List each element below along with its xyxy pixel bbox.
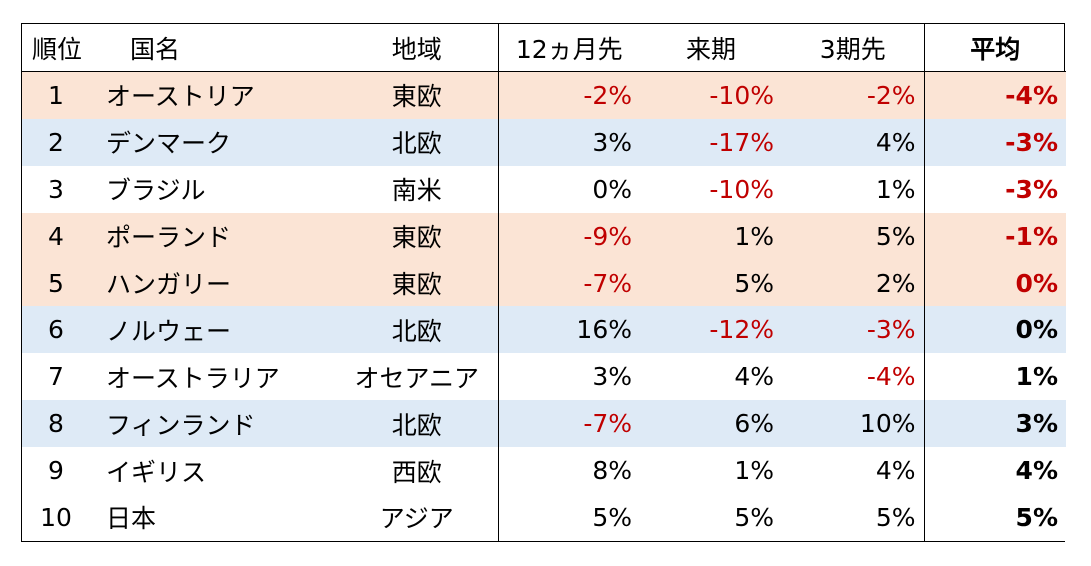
header-name: 国名 [104, 24, 336, 72]
cell-next-term: -17% [640, 118, 782, 166]
cell-rank: 4 [22, 212, 104, 260]
cell-rank: 10 [22, 494, 104, 541]
cell-rank: 3 [22, 165, 104, 213]
cell-next-term: 1% [640, 447, 782, 495]
cell-rank: 2 [22, 118, 104, 166]
table-row: 9 イギリス 西欧 8% 1% 4% 4% [22, 447, 1066, 495]
cell-3-terms: -4% [782, 353, 925, 401]
header-next-term: 来期 [640, 24, 782, 72]
header-average: 平均 [924, 24, 1066, 72]
cell-country: デンマーク [104, 118, 336, 166]
cell-next-term: 5% [640, 494, 782, 541]
cell-next-term: -10% [640, 71, 782, 119]
cell-region: 北欧 [336, 306, 499, 354]
cell-12-months: -2% [498, 71, 640, 119]
cell-next-term: 6% [640, 400, 782, 448]
ranking-table: 順位 国名 地域 12ヵ月先 来期 3期先 平均 1 オーストリア 東欧 -2% -10… [22, 24, 1066, 541]
table-row: 3 ブラジル 南米 0% -10% 1% -3% [22, 165, 1066, 213]
cell-country: 日本 [104, 494, 336, 541]
cell-12-months: 3% [498, 118, 640, 166]
table-row: 7 オーストラリア オセアニア 3% 4% -4% 1% [22, 353, 1066, 401]
cell-average: -1% [924, 212, 1066, 260]
cell-average: 4% [924, 447, 1066, 495]
cell-3-terms: -3% [782, 306, 925, 354]
cell-rank: 5 [22, 259, 104, 307]
cell-12-months: 16% [498, 306, 640, 354]
ranking-table-frame: 順位 国名 地域 12ヵ月先 来期 3期先 平均 1 オーストリア 東欧 -2% -10… [21, 23, 1066, 542]
header-row: 順位 国名 地域 12ヵ月先 来期 3期先 平均 [22, 24, 1066, 72]
cell-12-months: 3% [498, 353, 640, 401]
cell-12-months: -9% [498, 212, 640, 260]
cell-country: オーストラリア [104, 353, 336, 401]
cell-average: 1% [924, 353, 1066, 401]
cell-region: オセアニア [336, 353, 499, 401]
cell-next-term: 4% [640, 353, 782, 401]
table-row: 10 日本 アジア 5% 5% 5% 5% [22, 494, 1066, 541]
cell-region: 東欧 [336, 259, 499, 307]
cell-country: オーストリア [104, 71, 336, 119]
table-row: 4 ポーランド 東欧 -9% 1% 5% -1% [22, 212, 1066, 260]
cell-rank: 9 [22, 447, 104, 495]
cell-next-term: 5% [640, 259, 782, 307]
cell-next-term: -10% [640, 165, 782, 213]
cell-region: アジア [336, 494, 499, 541]
cell-country: ブラジル [104, 165, 336, 213]
cell-12-months: 5% [498, 494, 640, 541]
header-region: 地域 [336, 24, 499, 72]
table-row: 6 ノルウェー 北欧 16% -12% -3% 0% [22, 306, 1066, 354]
cell-average: -4% [924, 71, 1066, 119]
cell-region: 東欧 [336, 212, 499, 260]
cell-3-terms: 4% [782, 447, 925, 495]
table-body: 1 オーストリア 東欧 -2% -10% -2% -4% 2 デンマーク 北欧 3% -17% 4% -3… [22, 71, 1066, 541]
cell-region: 南米 [336, 165, 499, 213]
header-3-terms: 3期先 [782, 24, 925, 72]
cell-average: -3% [924, 118, 1066, 166]
cell-rank: 7 [22, 353, 104, 401]
cell-3-terms: 5% [782, 212, 925, 260]
cell-region: 東欧 [336, 71, 499, 119]
cell-12-months: -7% [498, 400, 640, 448]
table-row: 2 デンマーク 北欧 3% -17% 4% -3% [22, 118, 1066, 166]
cell-12-months: 0% [498, 165, 640, 213]
cell-average: 0% [924, 259, 1066, 307]
cell-rank: 8 [22, 400, 104, 448]
cell-rank: 1 [22, 71, 104, 119]
cell-average: 3% [924, 400, 1066, 448]
cell-average: 5% [924, 494, 1066, 541]
cell-average: 0% [924, 306, 1066, 354]
cell-12-months: 8% [498, 447, 640, 495]
header-rank: 順位 [22, 24, 104, 72]
table-row: 8 フィンランド 北欧 -7% 6% 10% 3% [22, 400, 1066, 448]
cell-region: 北欧 [336, 118, 499, 166]
table-row: 1 オーストリア 東欧 -2% -10% -2% -4% [22, 71, 1066, 119]
cell-country: ノルウェー [104, 306, 336, 354]
cell-average: -3% [924, 165, 1066, 213]
cell-3-terms: 4% [782, 118, 925, 166]
cell-rank: 6 [22, 306, 104, 354]
cell-region: 北欧 [336, 400, 499, 448]
cell-3-terms: -2% [782, 71, 925, 119]
cell-3-terms: 10% [782, 400, 925, 448]
cell-next-term: 1% [640, 212, 782, 260]
header-12-months: 12ヵ月先 [498, 24, 640, 72]
cell-country: ハンガリー [104, 259, 336, 307]
cell-next-term: -12% [640, 306, 782, 354]
cell-12-months: -7% [498, 259, 640, 307]
cell-3-terms: 5% [782, 494, 925, 541]
cell-country: ポーランド [104, 212, 336, 260]
cell-country: フィンランド [104, 400, 336, 448]
cell-country: イギリス [104, 447, 336, 495]
table-row: 5 ハンガリー 東欧 -7% 5% 2% 0% [22, 259, 1066, 307]
cell-3-terms: 2% [782, 259, 925, 307]
cell-3-terms: 1% [782, 165, 925, 213]
cell-region: 西欧 [336, 447, 499, 495]
